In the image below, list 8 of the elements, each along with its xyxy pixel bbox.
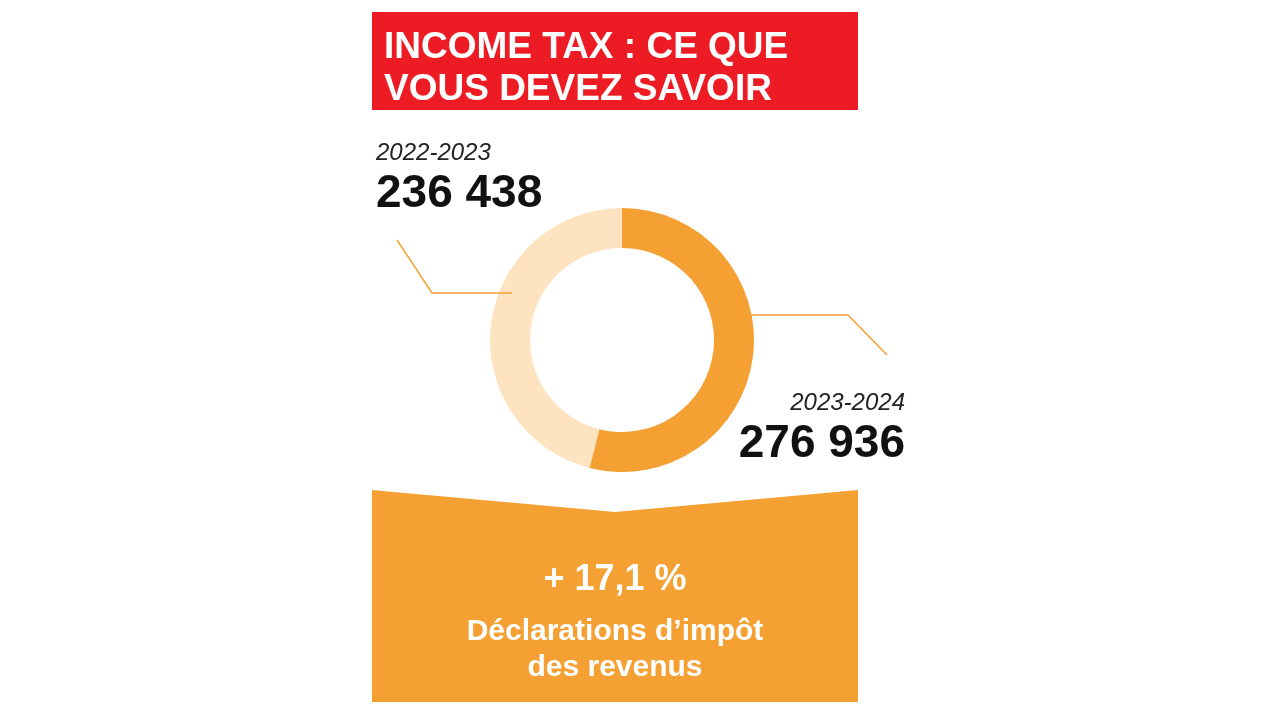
text: + 17,1 % — [543, 557, 687, 598]
chart-title: INCOME TAX : CE QUE VOUS DEVEZ SAVOIR — [384, 25, 789, 108]
slice-label: 2023-2024 — [789, 388, 905, 415]
data-label: 276 936 — [738, 415, 905, 467]
data-label: 236 438 — [376, 165, 543, 217]
donut-slice — [490, 208, 622, 468]
text: Déclarations d’impôt des revenus — [466, 613, 764, 682]
slice-label: 2022-2023 — [375, 138, 492, 165]
